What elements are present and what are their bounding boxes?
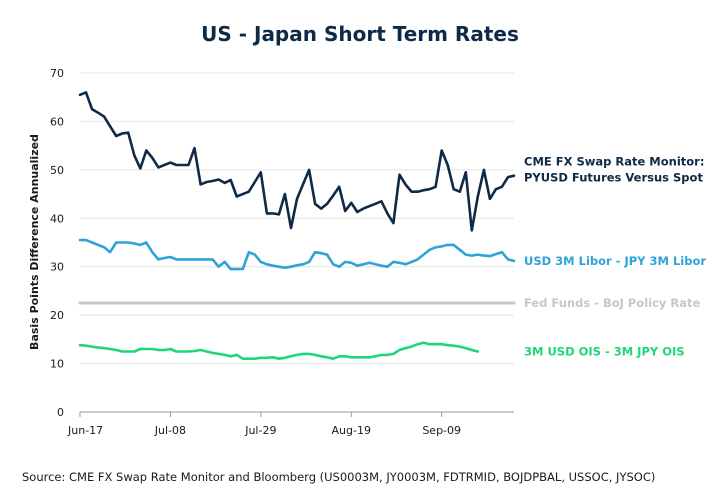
y-tick-label: 10 — [50, 358, 64, 371]
y-tick-label: 70 — [50, 67, 64, 80]
axes: 0 10 20 30 40 50 60 70 Jun-17 Jul-08 Jul-29 Aug-19 S… — [50, 67, 514, 437]
series-line — [78, 91, 516, 232]
series-line — [78, 238, 516, 271]
y-tick-label: 60 — [50, 115, 64, 128]
y-tick-label: 40 — [50, 212, 64, 225]
grid-lines — [80, 72, 514, 365]
x-tick-label: Jul-29 — [244, 424, 276, 437]
x-tick-label: Jul-08 — [154, 424, 186, 437]
x-tick-label: Jun-17 — [67, 424, 103, 437]
series-label: 3M USD OIS - 3M JPY OIS — [524, 344, 685, 358]
x-tick-label: Aug-19 — [332, 424, 371, 437]
series-label: CME FX Swap Rate Monitor: — [524, 155, 704, 169]
series-labels: CME FX Swap Rate Monitor: PYUSD Futures V… — [524, 155, 706, 359]
x-tick-label: Sep-09 — [422, 424, 461, 437]
series-line — [78, 341, 480, 361]
series-label: PYUSD Futures Versus Spot — [524, 171, 703, 185]
y-tick-label: 0 — [57, 406, 64, 419]
source-note: Source: CME FX Swap Rate Monitor and Blo… — [22, 470, 656, 484]
series-lines — [78, 91, 516, 361]
y-tick-label: 50 — [50, 164, 64, 177]
chart-title: US - Japan Short Term Rates — [201, 22, 519, 46]
series-label: USD 3M Libor - JPY 3M Libor — [524, 254, 706, 268]
y-tick-label: 30 — [50, 261, 64, 274]
y-axis-label: Basis Points Difference Annualized — [28, 134, 41, 350]
y-tick-label: 20 — [50, 309, 64, 322]
series-label: Fed Funds - BoJ Policy Rate — [524, 296, 701, 310]
